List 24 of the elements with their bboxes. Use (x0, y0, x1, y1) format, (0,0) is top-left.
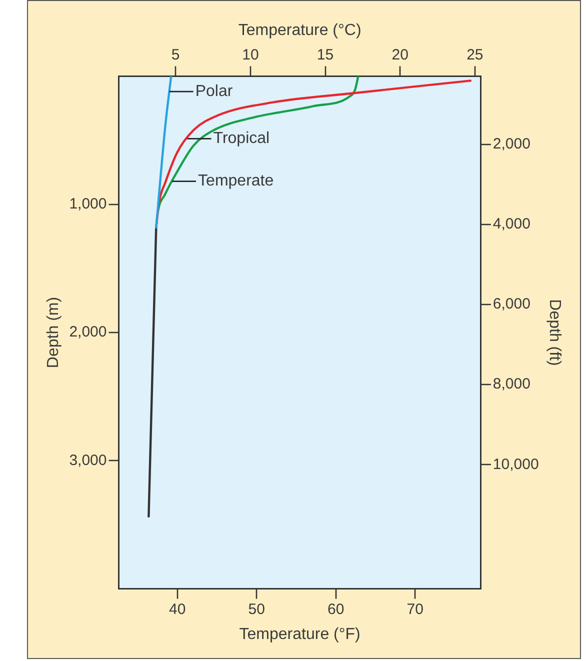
x-tick-label: 15 (316, 46, 334, 64)
y-axis-title: Depth (m) (45, 296, 62, 368)
y2-axis-title: Depth (ft) (546, 299, 563, 366)
x-tick-label: 5 (171, 46, 180, 64)
x2-tick-label: 60 (328, 600, 344, 618)
series-label: Polar (195, 82, 234, 100)
y-tick-label: 3,000 (69, 452, 107, 469)
y-tick-label: 1,000 (69, 195, 107, 212)
x2-tick-label: 50 (248, 600, 265, 618)
series-label: Tropical (213, 130, 270, 148)
series-label: Temperate (198, 172, 274, 190)
y-tick-label: 2,000 (69, 324, 107, 341)
x-tick-label: 25 (466, 46, 484, 64)
x2-tick-label: 40 (169, 600, 186, 618)
x-axis-title: Temperature (°C) (238, 22, 362, 40)
x2-tick-label: 70 (406, 600, 424, 618)
x-tick-label: 20 (392, 46, 408, 64)
y2-tick-label: 6,000 (492, 296, 530, 313)
y2-tick-label: 10,000 (492, 456, 539, 473)
x2-axis-title: Temperature (°F) (239, 626, 360, 643)
y2-tick-label: 2,000 (492, 135, 530, 152)
y2-tick-label: 8,000 (492, 376, 530, 393)
x-tick-label: 10 (242, 46, 259, 64)
y2-tick-label: 4,000 (492, 216, 530, 233)
